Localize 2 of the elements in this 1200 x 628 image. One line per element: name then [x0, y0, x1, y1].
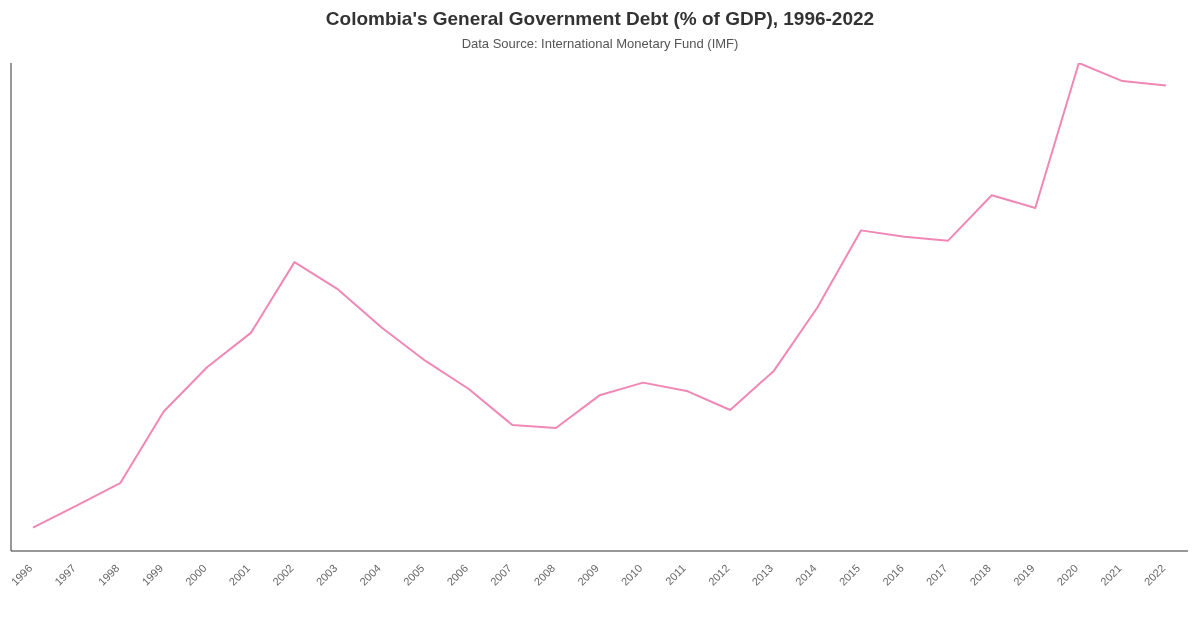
chart-subtitle: Data Source: International Monetary Fund (IMF) [460, 36, 740, 51]
chart-title: Colombia's General Government Debt (% of GDP), 1996-2022 [324, 8, 876, 30]
